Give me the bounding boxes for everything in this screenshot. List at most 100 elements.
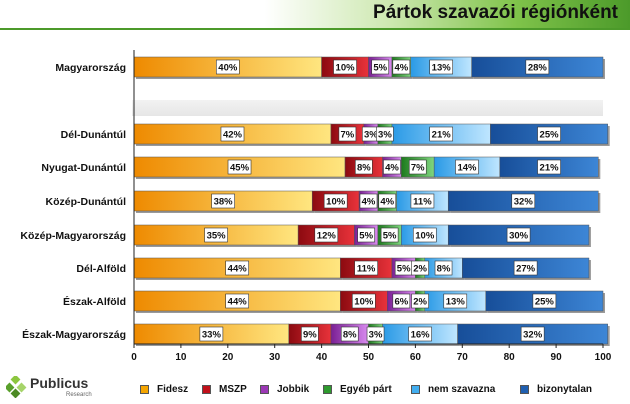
data-label: 10% <box>336 63 356 74</box>
data-label-box <box>380 227 399 243</box>
x-tick-label: 100 <box>595 352 612 363</box>
data-label-box <box>412 227 437 243</box>
data-label-box <box>411 293 429 309</box>
data-label-box <box>408 326 432 342</box>
data-label-box <box>359 193 378 209</box>
data-label: 12% <box>317 231 337 242</box>
data-label: 44% <box>228 264 248 275</box>
data-label: 8% <box>437 264 451 275</box>
x-tick-label: 90 <box>551 352 563 363</box>
legend-label: Jobbik <box>277 384 310 395</box>
data-label-box <box>314 227 339 243</box>
legend-label: MSZP <box>219 384 247 395</box>
data-label-box <box>211 193 235 209</box>
data-label: 4% <box>394 63 408 74</box>
data-label: 38% <box>214 197 234 208</box>
data-label: 11% <box>357 264 376 275</box>
data-label: 6% <box>394 297 408 308</box>
publicus-logo: Publicus Research <box>6 374 116 402</box>
x-tick-label: 80 <box>504 352 516 363</box>
data-label: 30% <box>509 231 529 242</box>
data-label-box <box>532 293 557 309</box>
legend-label: bizonytalan <box>537 384 593 395</box>
data-label: 45% <box>230 163 250 174</box>
data-label: 32% <box>514 197 534 208</box>
data-label: 44% <box>228 297 248 308</box>
data-label-box <box>434 260 453 276</box>
data-label: 2% <box>413 264 427 275</box>
x-tick-label: 50 <box>363 352 375 363</box>
data-label-box <box>225 260 249 276</box>
title-rule <box>0 28 630 30</box>
data-label: 4% <box>380 197 394 208</box>
legend-item: bizonytalan <box>520 384 592 395</box>
category-label: Magyarország <box>55 62 126 74</box>
data-label-box <box>340 326 359 342</box>
legend-item: nem szavazna <box>411 384 495 395</box>
data-label-box <box>383 159 401 175</box>
data-label: 42% <box>223 130 243 141</box>
data-label-box <box>429 126 453 142</box>
separator-band <box>132 100 603 116</box>
data-label: 5% <box>383 231 397 242</box>
data-label: 5% <box>359 231 373 242</box>
legend-swatch <box>323 385 332 394</box>
data-label: 7% <box>411 163 425 174</box>
category-label: Közép-Dunántúl <box>46 196 127 208</box>
legend-swatch <box>520 385 529 394</box>
data-label-box <box>520 326 545 342</box>
category-label: Dél-Alföld <box>76 263 126 275</box>
data-label: 7% <box>341 130 355 141</box>
data-label-box <box>429 59 453 75</box>
data-label-box <box>410 193 435 209</box>
title-bar: Pártok szavazói régiónként <box>0 0 630 30</box>
legend-item: Egyéb párt <box>323 384 392 395</box>
data-label: 32% <box>523 330 543 341</box>
data-label-box <box>392 59 411 75</box>
data-label: 2% <box>413 297 427 308</box>
data-label: 3% <box>364 130 378 141</box>
legend-label: Egyéb párt <box>340 384 392 395</box>
data-label: 35% <box>207 231 227 242</box>
data-label-box <box>301 326 319 342</box>
x-tick-label: 30 <box>269 352 281 363</box>
data-label: 11% <box>413 197 432 208</box>
data-label-box <box>227 159 252 175</box>
data-label: 13% <box>432 63 452 74</box>
data-label-box <box>357 227 375 243</box>
legend-swatch <box>260 385 269 394</box>
x-tick-label: 0 <box>131 352 137 363</box>
data-label: 5% <box>397 264 411 275</box>
data-label-box <box>455 159 479 175</box>
category-label: Közép-Magyarország <box>20 230 126 242</box>
legend-item: MSZP <box>202 384 247 395</box>
data-label-box <box>225 293 249 309</box>
data-label-box <box>537 159 561 175</box>
logo-subtitle: Research <box>66 392 92 398</box>
logo-name: Publicus <box>30 375 89 391</box>
data-label: 13% <box>446 297 466 308</box>
category-label: Nyugat-Dunántúl <box>41 162 126 174</box>
data-label-box <box>408 159 427 175</box>
data-label: 25% <box>540 130 560 141</box>
data-label: 4% <box>385 163 399 174</box>
page-title: Pártok szavazói régiónként <box>373 2 618 23</box>
data-label: 40% <box>218 63 238 74</box>
data-label: 21% <box>432 130 452 141</box>
data-label-box <box>371 59 390 75</box>
data-label-box <box>411 260 429 276</box>
category-label: Észak-Alföld <box>63 295 126 308</box>
data-label-box <box>352 293 376 309</box>
data-label: 10% <box>354 297 374 308</box>
data-label-box <box>525 59 550 75</box>
data-label-box <box>513 260 538 276</box>
category-label: Észak-Magyarország <box>22 328 126 341</box>
data-label: 16% <box>411 330 431 341</box>
data-label-box <box>338 126 357 142</box>
data-label-box <box>199 326 224 342</box>
data-label-box <box>506 227 531 243</box>
data-label: 3% <box>369 330 383 341</box>
data-label: 10% <box>326 197 346 208</box>
data-label: 10% <box>415 231 435 242</box>
legend-item: Jobbik <box>260 384 309 395</box>
